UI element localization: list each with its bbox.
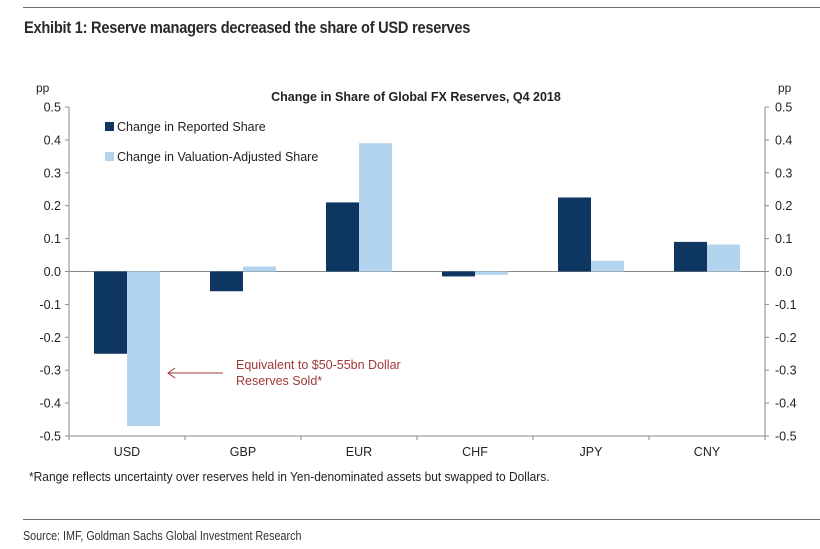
y-tick-label-right: 0.1	[775, 232, 792, 246]
y-tick-label-right: -0.5	[775, 430, 797, 444]
y-tick-label-left: -0.1	[39, 298, 61, 312]
arrow-left-icon	[167, 367, 176, 379]
y-tick-label-right: 0.3	[775, 166, 792, 180]
bar-chf-valuation-adjusted	[475, 271, 508, 275]
bar-eur-reported	[326, 202, 359, 272]
bar-gbp-valuation-adjusted	[243, 266, 276, 272]
legend-label-valuation-adjusted: Change in Valuation-Adjusted Share	[117, 150, 318, 164]
y-axis-unit-right: pp	[778, 81, 792, 95]
bar-jpy-valuation-adjusted	[591, 260, 624, 272]
legend-label-reported: Change in Reported Share	[117, 120, 266, 134]
y-tick-label-right: 0.2	[775, 199, 792, 213]
y-tick-label-left: -0.2	[39, 331, 61, 345]
x-tick-label: CNY	[694, 445, 721, 459]
axes	[65, 106, 769, 440]
annotation: Equivalent to $50-55bn Dollar Reserves S…	[167, 358, 401, 388]
y-tick-label-right: 0.4	[775, 133, 792, 147]
legend: Change in Reported Share Change in Valua…	[105, 120, 318, 164]
bottom-rule	[23, 519, 820, 520]
exhibit-title: Exhibit 1: Reserve managers decreased th…	[24, 18, 471, 37]
y-tick-label-left: 0.3	[44, 166, 61, 180]
x-tick-label: CHF	[462, 445, 488, 459]
x-tick-label: USD	[114, 445, 140, 459]
x-tick-label: EUR	[346, 445, 372, 459]
y-tick-label-left: -0.4	[39, 397, 61, 411]
y-axis-unit-left: pp	[36, 81, 50, 95]
bar-gbp-reported	[210, 271, 243, 292]
source-note: Source: IMF, Goldman Sachs Global Invest…	[23, 529, 302, 543]
y-tick-label-left: 0.4	[44, 133, 61, 147]
bar-usd-valuation-adjusted	[127, 271, 160, 427]
y-tick-label-left: 0.1	[44, 232, 61, 246]
legend-swatch-reported	[105, 122, 114, 131]
chart-title: Change in Share of Global FX Reserves, Q…	[271, 90, 561, 104]
y-tick-label-right: 0.0	[775, 265, 792, 279]
y-tick-label-left: -0.3	[39, 364, 61, 378]
legend-swatch-valuation-adjusted	[105, 152, 114, 161]
y-tick-label-right: 0.5	[775, 101, 792, 115]
labels: USD GBP EUR CHF JPY CNY 0.5 0.5 0.4 0.4 0.3 0.3 0.2 0…	[39, 101, 796, 460]
footnote: *Range reflects uncertainty over reserve…	[29, 469, 550, 484]
bar-usd-reported	[94, 271, 127, 354]
annotation-line-1: Equivalent to $50-55bn Dollar	[236, 358, 401, 372]
y-tick-label-right: -0.4	[775, 397, 797, 411]
bars	[94, 143, 740, 427]
top-rule	[23, 7, 820, 8]
y-tick-label-left: -0.5	[39, 430, 61, 444]
annotation-line-2: Reserves Sold*	[236, 374, 322, 388]
bar-chf-reported	[442, 271, 475, 277]
y-tick-label-left: 0.5	[44, 101, 61, 115]
bar-eur-valuation-adjusted	[359, 143, 392, 272]
bar-chart: USD GBP EUR CHF JPY CNY 0.5 0.5 0.4 0.4 0.3 0.3 0.2 0…	[36, 81, 797, 460]
x-tick-label: JPY	[580, 445, 604, 459]
bar-cny-valuation-adjusted	[707, 244, 740, 272]
y-tick-label-right: -0.1	[775, 298, 797, 312]
y-tick-label-left: 0.2	[44, 199, 61, 213]
bar-jpy-reported	[558, 197, 591, 272]
y-tick-label-left: 0.0	[44, 265, 61, 279]
y-tick-label-right: -0.2	[775, 331, 797, 345]
x-tick-label: GBP	[230, 445, 256, 459]
y-tick-label-right: -0.3	[775, 364, 797, 378]
bar-cny-reported	[674, 241, 707, 272]
